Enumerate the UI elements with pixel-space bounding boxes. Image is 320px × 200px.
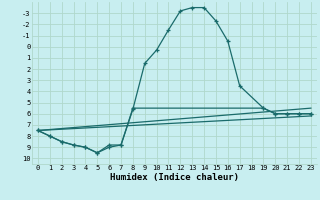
- X-axis label: Humidex (Indice chaleur): Humidex (Indice chaleur): [110, 173, 239, 182]
